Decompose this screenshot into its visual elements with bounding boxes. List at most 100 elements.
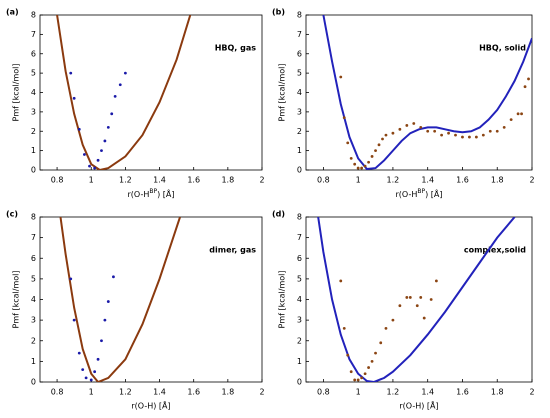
point bbox=[433, 129, 437, 133]
point bbox=[374, 149, 377, 153]
y-tick-label: 0 bbox=[31, 378, 36, 387]
point bbox=[384, 326, 388, 330]
point bbox=[69, 71, 73, 75]
x-axis-label-part: ) [Å] bbox=[157, 188, 174, 199]
point bbox=[447, 131, 450, 135]
annotation: complex,solid bbox=[464, 246, 526, 255]
point bbox=[419, 296, 423, 299]
point bbox=[112, 275, 115, 279]
point bbox=[391, 318, 395, 322]
x-axis-label-part: r(O-H bbox=[128, 190, 150, 199]
x-tick-label: 2 bbox=[259, 176, 264, 185]
point bbox=[81, 368, 85, 372]
y-tick-label: 4 bbox=[31, 295, 36, 304]
plot-area bbox=[56, 15, 192, 170]
y-tick-label: 1 bbox=[31, 146, 36, 155]
point bbox=[77, 351, 81, 355]
point bbox=[349, 370, 353, 374]
point bbox=[495, 129, 499, 133]
point bbox=[412, 122, 416, 125]
point bbox=[440, 133, 443, 137]
point bbox=[520, 112, 523, 116]
panel: 0 1 2 3 4 5 6 7 8 0.8 1 1.2 1.4 1.6 1.8 2 Pmf [kcal/mol]… bbox=[6, 210, 265, 411]
y-tick-label: 6 bbox=[297, 254, 302, 263]
x-axis-label-part: BP bbox=[417, 188, 425, 195]
plot-frame bbox=[305, 14, 533, 171]
x-axis-label: r(O-HBP) [Å] bbox=[128, 188, 175, 199]
point bbox=[381, 137, 384, 141]
point bbox=[106, 125, 110, 129]
y-tick-label: 0 bbox=[297, 378, 302, 387]
x-tick-label: 0.8 bbox=[51, 388, 64, 397]
annotation: HBQ, solid bbox=[479, 44, 526, 53]
point bbox=[384, 133, 388, 137]
panel-label: (b) bbox=[272, 8, 285, 17]
x-tick-label: 1 bbox=[89, 388, 94, 397]
panel: 0 1 2 3 4 5 6 7 8 0.8 1 1.2 1.4 1.6 1.8 2 Pmf [kcal/mol]… bbox=[6, 8, 265, 199]
y-tick-label: 8 bbox=[297, 11, 302, 20]
point bbox=[426, 129, 430, 133]
point bbox=[461, 135, 464, 139]
x-tick-label: 1.8 bbox=[221, 388, 234, 397]
point bbox=[84, 376, 88, 380]
point bbox=[100, 339, 103, 343]
point bbox=[405, 124, 409, 127]
point bbox=[77, 127, 81, 131]
point bbox=[408, 296, 412, 299]
point bbox=[419, 125, 423, 129]
x-axis-label: r(O-H) [Å] bbox=[399, 400, 438, 411]
point bbox=[367, 160, 370, 164]
x-tick-label: 1.2 bbox=[119, 176, 132, 185]
y-tick-label: 6 bbox=[31, 254, 36, 263]
y-axis-label: Pmf [kcal/mol] bbox=[278, 271, 287, 329]
point bbox=[89, 378, 93, 382]
point bbox=[69, 277, 73, 281]
plot-area bbox=[322, 15, 532, 170]
point bbox=[377, 143, 381, 147]
y-tick-label: 2 bbox=[297, 127, 302, 136]
plot-area bbox=[317, 217, 516, 382]
annotation: dimer, gas bbox=[209, 246, 256, 255]
point bbox=[100, 149, 103, 153]
plot-frame bbox=[39, 14, 263, 171]
y-tick-label: 8 bbox=[297, 213, 302, 222]
point bbox=[356, 378, 360, 382]
point bbox=[342, 326, 346, 330]
y-tick-label: 7 bbox=[31, 30, 36, 39]
point bbox=[353, 378, 357, 382]
point bbox=[103, 318, 107, 322]
point bbox=[434, 279, 438, 283]
y-tick-label: 2 bbox=[31, 127, 36, 136]
x-tick-label: 1.2 bbox=[119, 388, 132, 397]
point bbox=[405, 296, 409, 299]
panel-label: (a) bbox=[6, 8, 19, 17]
y-tick-label: 8 bbox=[31, 213, 36, 222]
point bbox=[360, 166, 364, 170]
x-tick-label: 1.2 bbox=[387, 176, 400, 185]
x-tick-label: 0.8 bbox=[317, 388, 330, 397]
y-tick-label: 1 bbox=[297, 146, 302, 155]
point bbox=[509, 118, 513, 122]
x-tick-label: 1.6 bbox=[187, 388, 200, 397]
x-axis-label: r(O-H) [Å] bbox=[131, 400, 170, 411]
point bbox=[96, 158, 100, 162]
y-tick-label: 5 bbox=[31, 69, 36, 78]
point bbox=[113, 94, 117, 98]
y-tick-label: 8 bbox=[31, 11, 36, 20]
point bbox=[367, 366, 370, 369]
y-tick-label: 4 bbox=[297, 295, 302, 304]
y-tick-label: 7 bbox=[297, 233, 302, 242]
point bbox=[346, 141, 350, 145]
point bbox=[429, 298, 433, 301]
y-tick-label: 6 bbox=[31, 49, 36, 58]
y-tick-label: 7 bbox=[31, 233, 36, 242]
point bbox=[370, 359, 374, 363]
point bbox=[516, 112, 520, 116]
plot-frame bbox=[305, 216, 533, 383]
point bbox=[346, 353, 350, 357]
point bbox=[474, 135, 478, 139]
y-tick-label: 7 bbox=[297, 30, 302, 39]
point bbox=[374, 351, 377, 355]
y-tick-label: 5 bbox=[297, 274, 302, 283]
point bbox=[481, 133, 485, 137]
